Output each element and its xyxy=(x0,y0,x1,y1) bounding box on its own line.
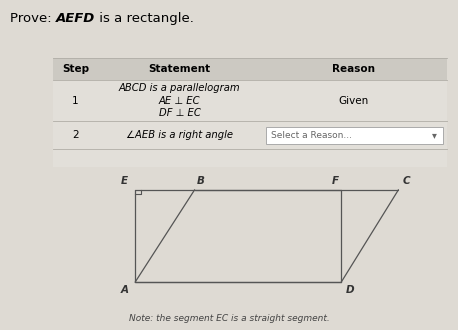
Text: ▾: ▾ xyxy=(432,130,437,141)
Text: Statement: Statement xyxy=(149,64,211,74)
Text: A: A xyxy=(120,285,128,295)
Text: 2: 2 xyxy=(72,130,79,141)
Text: E: E xyxy=(121,176,128,186)
Text: AE ⊥ EC: AE ⊥ EC xyxy=(159,96,201,106)
Text: Reason: Reason xyxy=(333,64,375,74)
Text: 1: 1 xyxy=(72,96,79,106)
FancyBboxPatch shape xyxy=(53,58,447,80)
FancyBboxPatch shape xyxy=(53,58,447,167)
Text: is a rectangle.: is a rectangle. xyxy=(95,12,194,24)
Text: AEFD: AEFD xyxy=(56,12,95,24)
Text: Step: Step xyxy=(62,64,89,74)
Text: ABCD is a parallelogram: ABCD is a parallelogram xyxy=(119,83,240,93)
Text: DF ⊥ EC: DF ⊥ EC xyxy=(159,108,201,118)
Text: Given: Given xyxy=(338,96,369,106)
Text: B: B xyxy=(197,176,205,186)
Text: Select a Reason...: Select a Reason... xyxy=(271,131,352,140)
FancyBboxPatch shape xyxy=(266,127,443,144)
Text: C: C xyxy=(403,176,411,186)
Text: D: D xyxy=(346,285,354,295)
Text: ∠AEB is a right angle: ∠AEB is a right angle xyxy=(126,130,233,141)
Text: Note: the segment EC is a straight segment.: Note: the segment EC is a straight segme… xyxy=(129,314,329,323)
Text: F: F xyxy=(332,176,339,186)
Text: Prove:: Prove: xyxy=(10,12,56,24)
